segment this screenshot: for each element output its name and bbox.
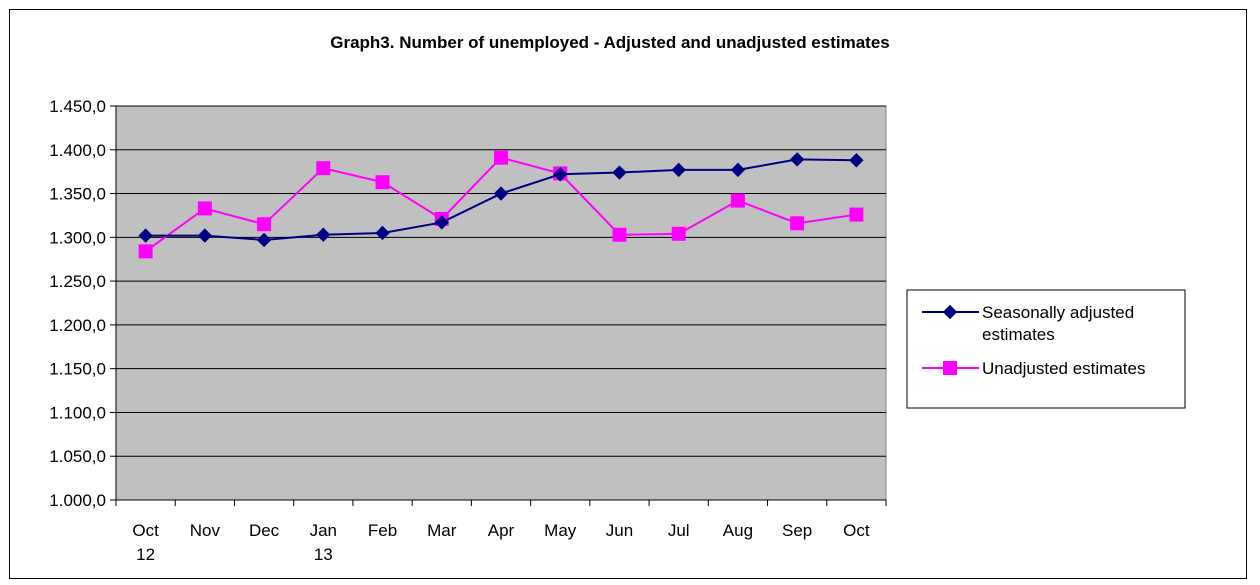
legend-label-1: Seasonally adjusted estimates [982,303,1134,344]
y-tick-label: 1.100,0 [49,403,106,422]
legend: Seasonally adjusted estimates Unadjusted e… [906,289,1186,409]
y-tick-label: 1.300,0 [49,228,106,247]
x-tick-label: Sep [782,521,812,540]
y-tick-label: 1.000,0 [49,491,106,510]
legend-marker-1 [942,304,958,320]
x-tick-label: Dec [249,521,280,540]
series-1-point [553,167,568,182]
series-2-point [849,207,864,222]
series-1-point [789,152,805,167]
series-1-point [434,215,449,230]
series-1-point [671,162,686,178]
chart-title: Graph3. Number of unemployed - Adjusted … [330,33,890,52]
y-tick-label: 1.200,0 [49,316,106,335]
x-tick-label: Aug [723,521,753,540]
x-tick-label: Nov [190,521,221,540]
y-tick-label: 1.050,0 [49,447,106,466]
plot-area: 1.000,0 1.050,0 1.100,0 1.150,0 1.200,0 1.250… [49,97,887,564]
y-tick-label: 1.250,0 [49,272,106,291]
series-1-point [493,186,509,201]
series-2-point [730,193,745,208]
series-2-point [257,217,272,232]
series-1-point [849,153,864,168]
x-tick-label: Oct [843,521,870,540]
x-tick-label: Jan 13 [310,521,337,564]
series-2-point [316,161,331,176]
series-1-point [138,228,153,243]
plot-background [115,105,887,501]
legend-label-2: Unadjusted estimates [982,359,1145,378]
series-2-point [375,175,390,190]
x-tick-label: Apr [488,521,515,540]
series-2-point [494,150,508,165]
x-tick-label: Jul [668,521,690,540]
y-tick-label: 1.400,0 [49,141,106,160]
series-2-point [612,227,627,242]
series-2-point [790,216,805,231]
legend-marker-2 [943,361,957,375]
series-1-point [375,225,390,241]
y-tick-label: 1.150,0 [49,360,106,379]
series-2-point [671,226,686,241]
series-1-point [256,232,272,248]
x-tick-label: Feb [368,521,397,540]
x-tick-label: May [544,521,577,540]
y-tick-label: 1.350,0 [49,185,106,204]
y-tick-label: 1.450,0 [49,97,106,116]
x-tick-label: Jun [606,521,633,540]
series-1-point [197,228,213,243]
x-tick-label: Oct 12 [132,521,159,564]
series-1-point [730,162,746,178]
series-1-point [316,227,331,242]
series-2-point [197,201,212,216]
x-tick-label: Mar [427,521,457,540]
series-2-point [138,244,153,259]
series-1-point [612,165,627,180]
